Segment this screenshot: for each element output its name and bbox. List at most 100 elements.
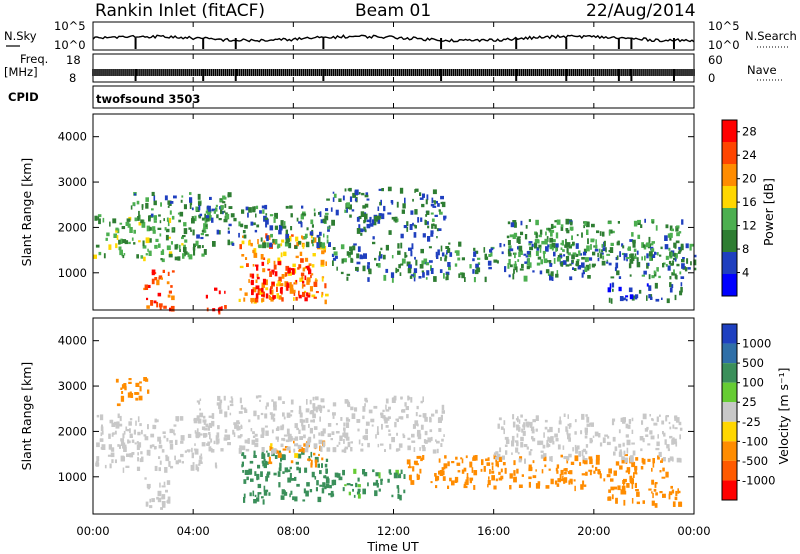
power-cell bbox=[461, 272, 465, 279]
velocity-cell bbox=[574, 444, 577, 451]
velocity-echo-region bbox=[95, 413, 220, 473]
velocity-cell bbox=[122, 443, 125, 448]
power-cell bbox=[449, 252, 453, 257]
power-cell bbox=[166, 228, 170, 233]
power-cell bbox=[167, 294, 171, 298]
velocity-cell bbox=[240, 434, 243, 437]
velocity-cell bbox=[233, 432, 236, 437]
velocity-cell bbox=[255, 395, 259, 399]
velocity-cell bbox=[296, 483, 300, 487]
velocity-cell bbox=[649, 414, 651, 417]
power-cell bbox=[633, 220, 638, 227]
velocity-cell bbox=[129, 433, 133, 438]
velocity-cell bbox=[290, 490, 293, 495]
power-cell bbox=[341, 258, 344, 264]
power-cell bbox=[419, 197, 424, 200]
velocity-cell bbox=[621, 456, 625, 461]
velocity-cell bbox=[215, 435, 219, 441]
power-cell bbox=[585, 264, 590, 271]
power-cell bbox=[414, 225, 417, 229]
velocity-cell bbox=[362, 406, 366, 412]
power-cell bbox=[601, 243, 604, 248]
velocity-colorbar-tick-label: 25 bbox=[742, 395, 757, 409]
power-cell bbox=[587, 238, 589, 245]
power-cell bbox=[241, 254, 245, 257]
velocity-cell bbox=[199, 398, 202, 401]
velocity-cell bbox=[138, 395, 143, 401]
power-cell bbox=[94, 215, 98, 221]
velocity-cell bbox=[320, 398, 325, 403]
power-cell bbox=[257, 290, 260, 295]
velocity-cell bbox=[542, 444, 546, 449]
velocity-cell bbox=[441, 404, 445, 411]
velocity-cell bbox=[175, 439, 178, 445]
velocity-frame bbox=[92, 317, 695, 515]
power-cell bbox=[590, 244, 592, 250]
velocity-cell bbox=[395, 469, 399, 475]
velocity-cell bbox=[662, 431, 664, 435]
velocity-cell bbox=[675, 490, 678, 497]
velocity-cell bbox=[315, 487, 318, 492]
velocity-cell bbox=[273, 401, 277, 407]
velocity-cell bbox=[652, 462, 655, 468]
velocity-cell bbox=[96, 456, 100, 461]
velocity-cell bbox=[261, 453, 266, 459]
velocity-cell bbox=[149, 505, 153, 509]
power-cell bbox=[201, 245, 204, 248]
power-cell bbox=[255, 213, 257, 218]
velocity-cell bbox=[114, 430, 117, 435]
power-cell bbox=[280, 243, 283, 247]
power-cell bbox=[445, 276, 448, 281]
power-cell bbox=[218, 307, 223, 311]
power-cell bbox=[650, 243, 654, 246]
power-cell bbox=[512, 234, 516, 239]
power-cell bbox=[192, 246, 196, 251]
power-cell bbox=[659, 254, 662, 257]
power-cell bbox=[147, 248, 149, 252]
power-cell bbox=[171, 295, 175, 301]
velocity-cell bbox=[398, 416, 402, 419]
velocity-cell bbox=[248, 419, 251, 423]
velocity-cell bbox=[365, 421, 370, 426]
power-cell bbox=[508, 252, 512, 257]
velocity-cell bbox=[310, 410, 314, 414]
power-cell bbox=[581, 232, 583, 238]
power-cell bbox=[151, 271, 155, 276]
power-cell bbox=[569, 263, 572, 266]
velocity-cell bbox=[435, 485, 438, 489]
power-cell bbox=[222, 195, 226, 200]
power-cell bbox=[396, 269, 400, 272]
power-cell bbox=[272, 281, 275, 285]
velocity-cell bbox=[631, 417, 634, 422]
velocity-cell bbox=[404, 402, 407, 407]
velocity-cell bbox=[622, 417, 626, 423]
power-cell bbox=[238, 221, 241, 227]
power-cell bbox=[348, 187, 352, 192]
power-cell bbox=[243, 234, 247, 239]
power-cell bbox=[241, 240, 245, 245]
power-cell bbox=[648, 294, 651, 299]
power-cell bbox=[430, 212, 434, 215]
velocity-cell bbox=[557, 427, 560, 433]
power-cell bbox=[374, 257, 377, 261]
power-cell bbox=[507, 240, 511, 246]
velocity-cell bbox=[348, 491, 351, 496]
velocity-cell bbox=[117, 413, 120, 419]
power-cell bbox=[433, 276, 437, 282]
velocity-cell bbox=[259, 399, 261, 402]
power-cell bbox=[377, 218, 381, 224]
velocity-cell bbox=[243, 479, 247, 484]
velocity-cell bbox=[438, 428, 442, 432]
velocity-cell bbox=[161, 485, 166, 488]
power-cell bbox=[427, 225, 430, 229]
power-cell bbox=[401, 258, 406, 264]
velocity-cell bbox=[456, 462, 461, 466]
velocity-cell bbox=[652, 458, 655, 464]
power-cell bbox=[239, 288, 242, 291]
power-cell bbox=[260, 254, 264, 260]
velocity-cell bbox=[641, 457, 644, 463]
power-cell bbox=[95, 244, 100, 248]
velocity-cell bbox=[524, 458, 526, 464]
power-cell bbox=[166, 217, 169, 222]
power-cell bbox=[432, 189, 437, 195]
